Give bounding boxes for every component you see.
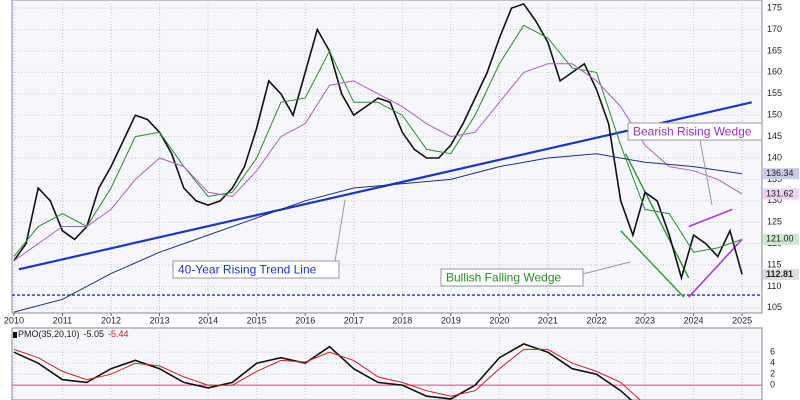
overlay: 2010 2011 2012 2013 2014 2015 2016 2017 2018 2019… [4,3,799,390]
annotation-box [172,260,340,279]
y-tick-label: 130 [767,195,782,205]
x-tick-label: 2011 [53,315,72,325]
series-line [13,2,743,281]
y-tick-label: 4 [770,358,775,368]
price-label-box [763,268,799,280]
drawn-line [620,230,685,298]
y-tick-label: 140 [767,152,782,162]
price-label-box [763,168,799,180]
pmo-reading: -5.05 [84,329,105,339]
x-tick-label: 2015 [247,315,267,325]
x-tick-label: 2022 [586,315,606,325]
price-label: 112.81 [766,269,793,279]
pmo-plot [12,328,762,400]
x-tick-label: 2018 [392,315,412,325]
price-panel [11,0,763,314]
x-tick-label: 2023 [635,315,655,325]
y-tick-label: 110 [767,281,781,291]
series-line [13,24,743,257]
annotation-box [627,122,763,141]
annotation-pointer [334,199,346,262]
x-tick-label: 2024 [684,315,704,325]
x-tick-label: 2025 [732,315,752,325]
x-tick-label: 2020 [489,315,509,325]
y-tick-label: 170 [767,24,782,34]
y-tick-label: 125 [767,217,782,227]
annotation: 40-Year Rising Trend Line [178,263,317,277]
price-plot [12,0,762,313]
pmo-title: PMO(35,20,10) -5.05 -5.44 [18,329,129,339]
annotation-pointer [699,139,713,206]
y-tick-label: 150 [767,110,782,120]
y-tick-label: 160 [767,67,782,77]
x-tick-label: 2012 [101,315,121,325]
series-line [13,153,743,313]
drawn-line [688,208,733,228]
annotation-box [440,268,584,287]
y-tick-label: 155 [767,88,782,98]
annotation-pointer [582,261,631,275]
x-tick-label: 2017 [344,315,364,325]
price-label-box [763,188,799,200]
pmo-legend-swatch [13,332,17,338]
y-tick-label: 115 [767,259,781,269]
x-tick-label: 2016 [295,315,315,325]
price-label: 131.62 [766,188,794,198]
drawn-line [688,238,743,298]
x-tick-label: 2013 [150,315,170,325]
y-tick-label: 165 [767,45,782,55]
price-label: 136.34 [766,168,794,178]
x-tick-label: 2014 [198,315,218,325]
y-tick-label: 6 [770,347,775,357]
x-tick-label: 2019 [441,315,461,325]
annotation: Bearish Rising Wedge [633,125,752,139]
series-line [13,63,743,262]
price-label-box [763,233,799,245]
y-tick-label: 0 [770,380,775,390]
price-label: 121.00 [766,234,794,244]
pmo-name: PMO(35,20,10) [18,329,80,339]
x-tick-label: 2010 [4,315,24,325]
x-tick-label: 2021 [538,315,558,325]
pmo-reading: -5.44 [108,329,129,339]
y-tick-label: 2 [770,369,775,379]
y-tick-label: 145 [767,131,782,141]
y-tick-label: 105 [767,302,782,312]
y-tick-label: 175 [767,3,782,13]
series-line [13,348,641,400]
annotation: Bullish Falling Wedge [446,271,561,285]
pmo-panel [11,327,763,400]
drawn-line [624,153,690,279]
